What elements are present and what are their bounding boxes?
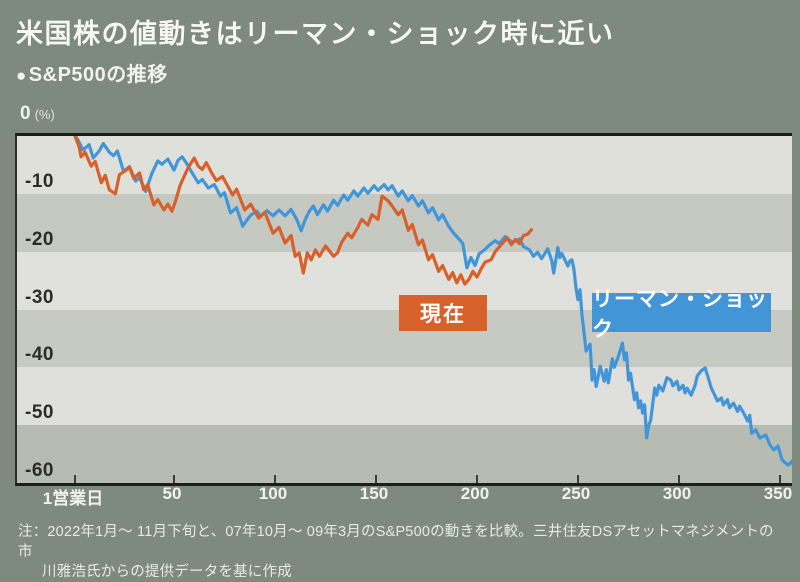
current-series-label-text: 現在 — [420, 303, 466, 326]
bullet-icon: ● — [16, 66, 27, 85]
x-tick-label: 250 — [561, 484, 591, 503]
x-tick-mark — [778, 475, 781, 483]
x-tick-label: 150 — [359, 484, 389, 503]
plot-band — [17, 425, 792, 483]
chart-page: 米国株の値動きはリーマン・ショック時に近い ● S&P500の推移 0 (%) -1… — [0, 19, 800, 580]
series-line-lehman — [73, 136, 792, 467]
x-tick-mark — [576, 475, 579, 483]
y-tick-label: -50 — [25, 402, 54, 424]
x-tick-mark — [172, 475, 175, 483]
y-tick-label: -20 — [25, 228, 54, 250]
chart-subtitle-label: S&P500の推移 — [28, 64, 168, 86]
page-title: 米国株の値動きはリーマン・ショック時に近い — [16, 19, 615, 49]
series-line-current — [73, 136, 534, 286]
source-note-line1: 注：2022年1月～ 11月下旬と、07年10月～ 09年3月のS&P500の動… — [18, 524, 774, 560]
source-note-line2: 川雅浩氏からの提供データを基に作成 — [42, 564, 292, 580]
source-note: 注：2022年1月～ 11月下旬と、07年10月～ 09年3月のS&P500の動… — [18, 522, 788, 582]
x-tick-label: 300 — [662, 484, 692, 503]
x-tick-label: 1営業日 — [42, 489, 104, 508]
x-tick-mark — [374, 475, 377, 483]
x-tick-mark — [74, 475, 76, 483]
x-tick-mark — [475, 475, 478, 483]
x-tick-label: 200 — [460, 484, 490, 503]
x-tick-labels: 1営業日 50 100 150 200 250 300 350 — [0, 484, 800, 508]
x-tick-label: 100 — [258, 484, 288, 503]
series-lines — [73, 136, 792, 467]
y-tick-label: -10 — [25, 170, 54, 192]
y-zero-value: 0 — [20, 103, 31, 124]
x-tick-label: 50 — [162, 484, 182, 503]
y-axis-unit: (%) — [34, 107, 55, 122]
plot-area: -10 -20 -30 -40 -50 -60 現在 リーマン・ショック — [15, 133, 792, 486]
y-tick-label: -60 — [25, 460, 54, 481]
plot-band — [17, 367, 792, 426]
y-axis-zero-label: 0 (%) — [20, 103, 55, 125]
chart-subtitle: ● S&P500の推移 — [16, 58, 168, 87]
x-tick-mark — [677, 475, 680, 483]
y-tick-label: -30 — [25, 286, 54, 308]
current-series-label: 現在 — [399, 295, 487, 331]
lehman-series-label-text: リーマン・ショック — [592, 287, 768, 341]
x-tick-mark — [273, 475, 276, 483]
y-tick-label: -40 — [25, 344, 54, 366]
x-tick-label: 350 — [763, 484, 793, 503]
lehman-series-label: リーマン・ショック — [592, 288, 771, 341]
